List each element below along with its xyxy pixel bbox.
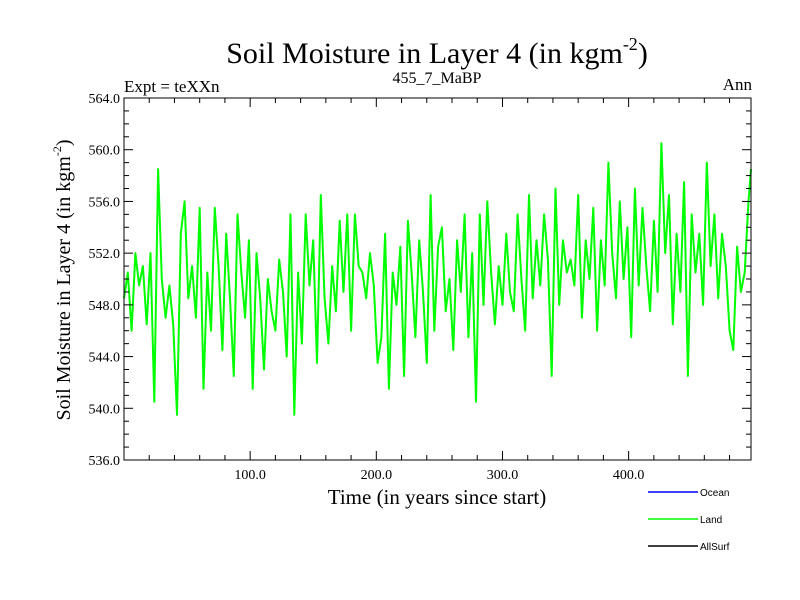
- subtitle-center: 455_7_MaBP: [393, 70, 482, 87]
- y-axis-label: Soil Moisture in Layer 4 (in kgm-2): [50, 139, 75, 420]
- subtitle-left: Expt = teXXn: [124, 77, 220, 96]
- y-tick-label: 540.0: [89, 402, 121, 417]
- x-tick-label: 400.0: [613, 468, 645, 483]
- x-tick-label: 300.0: [487, 468, 519, 483]
- legend-label-allsurf: AllSurf: [700, 542, 730, 553]
- series-layer: [123, 142, 752, 416]
- y-axis-label-superscript: -2: [50, 146, 64, 156]
- legend: Ocean Land AllSurf: [648, 488, 730, 553]
- legend-label-land: Land: [700, 515, 722, 526]
- y-axis-label-close: ): [53, 139, 75, 146]
- y-tick-label: 556.0: [89, 195, 121, 210]
- y-tick-label: 560.0: [89, 144, 121, 159]
- plot-frame: [123, 97, 752, 461]
- y-tick-label: 564.0: [89, 92, 121, 107]
- tick-layer: 536.0 540.0 544.0 548.0 552.0 556.0 560.0 564.0…: [89, 92, 751, 483]
- chart-title-close: ): [638, 37, 648, 70]
- chart-title-superscript: -2: [623, 34, 638, 54]
- y-tick-label: 536.0: [89, 454, 121, 469]
- y-tick-label: 548.0: [89, 299, 121, 314]
- chart-title: Soil Moisture in Layer 4 (in kgm-2): [226, 34, 648, 70]
- y-tick-label: 552.0: [89, 247, 121, 262]
- subtitle-right: Ann: [723, 75, 753, 94]
- x-tick-label: 100.0: [234, 468, 266, 483]
- x-tick-label: 200.0: [361, 468, 393, 483]
- y-axis-label-main: Soil Moisture in Layer 4 (in kgm: [53, 156, 75, 421]
- legend-label-ocean: Ocean: [700, 488, 729, 499]
- x-axis-label: Time (in years since start): [328, 485, 547, 509]
- chart-title-main: Soil Moisture in Layer 4 (in kgm: [226, 37, 623, 70]
- series-line-land: [123, 142, 752, 416]
- y-tick-label: 544.0: [89, 351, 121, 366]
